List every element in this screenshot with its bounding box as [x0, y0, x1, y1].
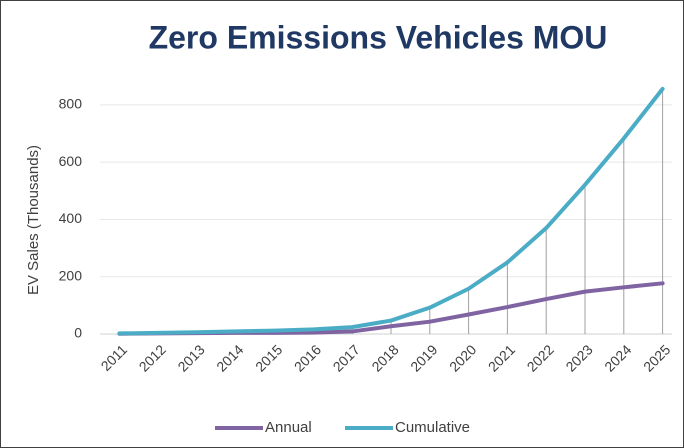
legend-label: Annual: [265, 419, 312, 436]
series-line: [117, 86, 665, 336]
legend-label: Cumulative: [395, 419, 470, 436]
chart-title: Zero Emissions Vehicles MOU: [149, 19, 608, 55]
y-tick-label: 200: [59, 267, 83, 283]
y-tick-label: 400: [59, 210, 83, 226]
y-tick-label: 800: [59, 96, 83, 112]
y-tick-label: 600: [59, 153, 83, 169]
y-tick-label: 0: [74, 325, 82, 341]
y-axis-label: EV Sales (Thousands): [25, 145, 42, 295]
